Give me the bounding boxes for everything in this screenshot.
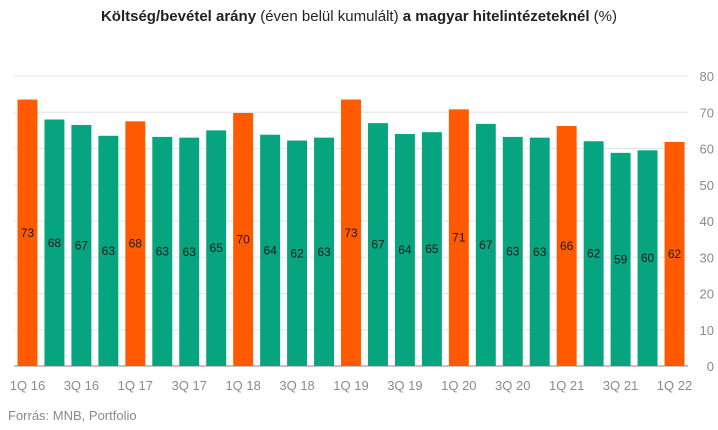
bar <box>233 112 254 366</box>
bar <box>287 140 308 366</box>
bar <box>502 136 523 366</box>
bar <box>367 123 388 366</box>
data-label: 63 <box>506 244 520 258</box>
bar <box>206 130 227 366</box>
data-label: 62 <box>587 247 601 261</box>
y-tick-label: 70 <box>700 105 714 120</box>
data-label: 64 <box>263 243 277 257</box>
data-label: 68 <box>48 236 62 250</box>
x-tick-label: 3Q 21 <box>603 378 638 393</box>
y-tick-label: 50 <box>700 178 714 193</box>
x-tick-label: 1Q 19 <box>333 378 368 393</box>
data-label: 60 <box>641 251 655 265</box>
bar <box>44 119 65 366</box>
x-tick-label: 3Q 16 <box>64 378 99 393</box>
data-label: 63 <box>317 245 331 259</box>
x-tick-label: 1Q 18 <box>225 378 260 393</box>
data-label: 68 <box>129 237 143 251</box>
title-part-2: (éven belül kumulált) <box>256 8 403 25</box>
source-note: Forrás: MNB, Portfolio <box>8 408 137 423</box>
title-part-1: Költség/bevétel arány <box>100 8 257 25</box>
bar <box>421 132 442 366</box>
data-label: 63 <box>183 245 197 259</box>
y-tick-label: 60 <box>700 142 714 157</box>
bar <box>556 126 577 367</box>
bar <box>71 124 92 366</box>
x-tick-label: 1Q 22 <box>657 378 692 393</box>
y-tick-label: 80 <box>700 69 714 84</box>
bar <box>610 152 631 366</box>
x-tick-label: 3Q 17 <box>172 378 207 393</box>
y-tick-label: 20 <box>700 287 714 302</box>
bar <box>448 109 469 366</box>
title-part-4: (%) <box>589 8 618 25</box>
data-label: 71 <box>452 231 466 245</box>
bar <box>17 99 38 366</box>
x-tick-label: 1Q 17 <box>118 378 153 393</box>
data-label: 62 <box>290 246 304 260</box>
x-tick-label: 1Q 21 <box>549 378 584 393</box>
y-tick-label: 10 <box>700 323 714 338</box>
bar <box>314 137 335 366</box>
data-label: 67 <box>371 238 385 252</box>
data-label: 67 <box>479 238 493 252</box>
bar <box>475 123 496 366</box>
data-label: 64 <box>398 243 412 257</box>
data-label: 67 <box>75 238 89 252</box>
y-tick-label: 0 <box>707 359 714 374</box>
bar <box>583 141 604 366</box>
data-label: 65 <box>210 241 224 255</box>
data-label: 73 <box>21 226 35 240</box>
y-tick-label: 40 <box>700 214 714 229</box>
bar <box>98 135 119 366</box>
bar <box>637 150 658 366</box>
bar <box>152 136 173 366</box>
data-label: 59 <box>614 252 628 266</box>
x-tick-label: 3Q 18 <box>279 378 314 393</box>
bar <box>125 121 146 366</box>
bar <box>341 99 361 366</box>
bar <box>179 137 200 366</box>
x-tick-label: 3Q 19 <box>387 378 422 393</box>
bar <box>529 137 550 366</box>
x-tick-label: 1Q 20 <box>441 378 476 393</box>
bar <box>664 141 685 366</box>
x-tick-label: 1Q 16 <box>10 378 45 393</box>
data-label: 62 <box>668 247 682 261</box>
chart-title: Költség/bevétel arány (éven belül kumulá… <box>0 8 718 25</box>
y-tick-label: 30 <box>700 250 714 265</box>
bar <box>394 134 415 366</box>
data-label: 65 <box>425 242 439 256</box>
data-label: 73 <box>344 226 358 240</box>
data-label: 63 <box>102 244 116 258</box>
data-label: 70 <box>236 232 250 246</box>
title-part-3: a magyar hitelintézeteknél <box>402 8 590 25</box>
data-label: 63 <box>156 244 170 258</box>
x-tick-label: 3Q 20 <box>495 378 530 393</box>
data-label: 63 <box>533 245 547 259</box>
data-label: 66 <box>560 239 574 253</box>
bar <box>260 134 281 366</box>
